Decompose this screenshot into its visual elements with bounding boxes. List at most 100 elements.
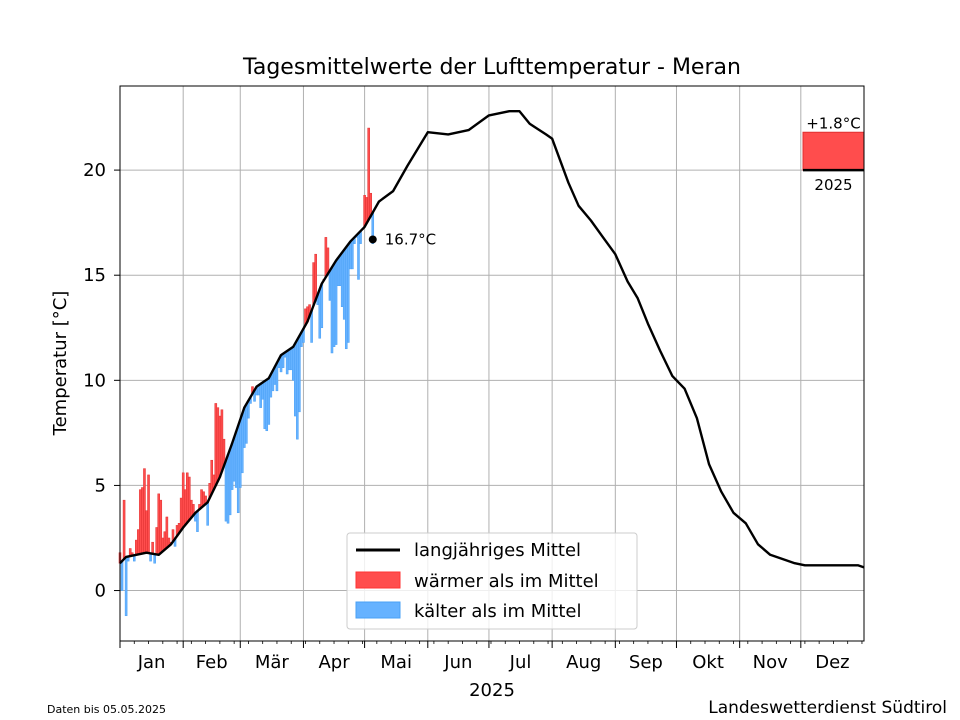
warm-day-bar [159,499,163,554]
cold-day-bar [328,270,332,301]
x-month-label: Jul [509,652,532,673]
grid-layer [120,86,864,641]
last-value-marker [368,235,377,244]
warm-day-bar [200,489,203,508]
warm-day-bar [155,527,158,555]
cold-day-bar [320,283,324,329]
warm-day-bar [367,127,370,220]
warm-day-bar [145,510,148,553]
x-month-label: Feb [196,652,228,673]
y-tick-label: 5 [95,475,106,496]
source-credit: Landeswetterdienst Südtirol [708,698,947,718]
warm-day-bar [365,197,368,224]
cold-day-bar [334,260,338,345]
legend: langjähriges Mittel wärmer als im Mittel… [346,532,638,630]
cold-day-bar [234,431,238,488]
warm-day-bar [141,487,144,554]
cold-day-bar [330,266,334,354]
cold-day-bar [291,346,295,381]
anomaly-year-label: 2025 [814,176,852,194]
warm-day-bar [181,472,185,528]
warm-day-bar [183,489,187,526]
cold-day-bar [226,454,230,524]
data-date-note: Daten bis 05.05.2025 [47,703,166,716]
warm-day-bar [220,409,224,472]
cold-day-bar [287,349,291,371]
anomaly-bar [802,131,865,171]
cold-day-bar [265,379,269,432]
x-month-label: Mär [255,652,290,673]
warm-day-bar [324,237,328,278]
cold-day-bar [281,353,285,368]
y-tick-label: 15 [83,265,106,286]
cold-day-bar [340,252,344,307]
cold-day-bar [124,556,128,617]
cold-day-bar [153,553,156,564]
ticks-layer: 0 5 10 15 20 Jan Feb Mär Apr Mai Jun Jul Aug Sep Okt No… [83,160,863,673]
warm-day-bar [143,468,146,554]
mean-curve-layer [119,110,865,569]
cold-day-bar [245,403,248,444]
legend-label-cold: kälter als im Mittel [414,601,582,622]
cold-day-bar [275,362,279,392]
warm-day-bar [122,499,126,560]
x-month-label: Aug [566,652,601,673]
cold-day-bar [259,383,262,408]
cold-day-bar [206,502,209,526]
chart-title: Tagesmittelwerte der Lufttemperatur - Me… [242,55,741,80]
warm-day-bar [218,415,222,478]
x-month-label: Sep [629,652,663,673]
cold-day-bar [332,263,336,347]
x-month-label: Jan [137,652,166,673]
cold-day-bar [230,443,234,490]
cold-day-bar [357,232,360,280]
cold-day-bar [347,244,350,343]
legend-label-mean: langjähriges Mittel [414,540,581,561]
warm-day-bar [135,539,138,556]
plot-frame [119,85,865,642]
x-month-label: Jun [443,652,472,673]
legend-swatch-cold [355,601,401,619]
cold-day-bar [289,347,293,371]
cold-day-bar [228,448,232,516]
cold-day-bar [236,425,240,514]
warm-day-bar [210,459,213,495]
x-month-label: Nov [753,652,788,673]
cold-day-bar [261,382,264,400]
anomaly-value-label: +1.8°C [806,114,860,132]
cold-day-bar [338,254,342,286]
cold-day-bar [241,413,244,474]
warm-day-bar [163,531,167,550]
cold-day-bar [351,239,354,270]
warm-day-bar [165,516,169,549]
cold-day-bar [267,377,271,425]
cold-day-bar [296,339,299,440]
bars-layer [118,127,375,617]
warm-day-bar [314,253,317,301]
cold-day-bar [336,257,340,286]
marker-layer: 16.7°C [368,230,436,248]
warm-day-bar [139,489,142,555]
mean-curve-line [119,110,865,569]
warm-day-bar [363,195,366,228]
warm-day-bar [188,476,191,521]
cold-day-bar [120,560,124,591]
warm-day-bar [147,474,150,554]
y-tick-label: 10 [83,370,106,391]
warm-day-bar [137,529,140,555]
warm-day-bar [312,262,315,306]
warm-day-bar [157,493,160,556]
x-month-label: Dez [815,652,849,673]
cold-day-bar [232,437,236,482]
warm-day-bar [151,541,154,555]
cold-day-bar [294,342,297,417]
cold-day-bar [285,350,289,375]
cold-day-bar [224,459,228,522]
anomaly-layer: +1.8°C 2025 [802,114,865,194]
legend-label-warm: wärmer als im Mittel [414,571,599,592]
y-tick-label: 0 [95,581,106,602]
y-axis-label: Temperatur [°C] [50,291,71,437]
cold-day-bar [349,241,352,270]
